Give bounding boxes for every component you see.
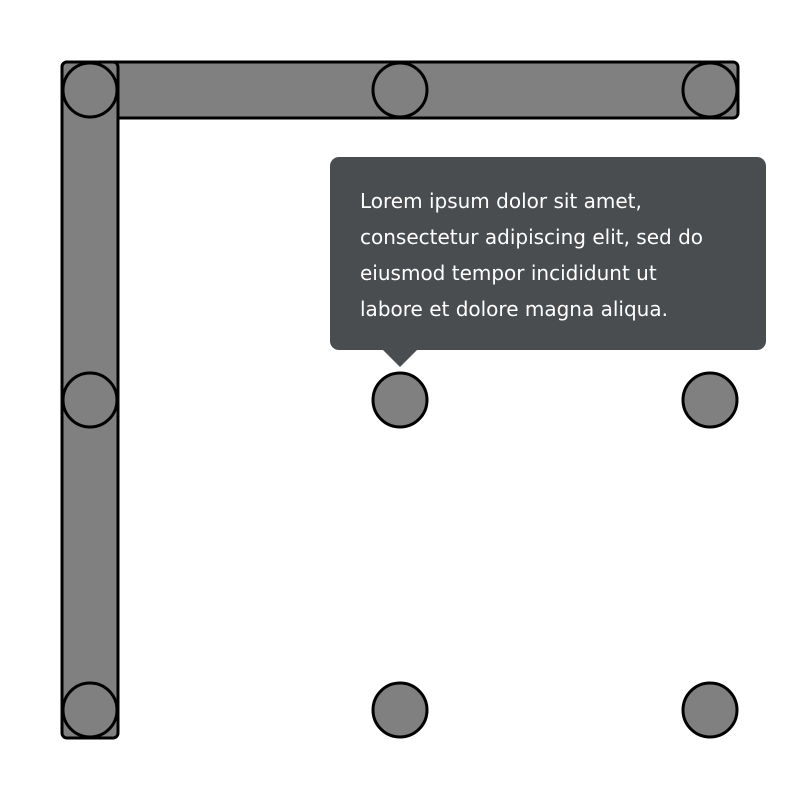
tooltip-arrow [382, 349, 418, 367]
grid-node[interactable] [61, 61, 119, 119]
tooltip-line: labore et dolore magna aliqua. [360, 297, 668, 321]
grid-node[interactable] [371, 681, 429, 739]
grid-node[interactable] [681, 371, 739, 429]
grid-node[interactable] [371, 61, 429, 119]
tooltip-line: Lorem ipsum dolor sit amet, [360, 189, 642, 213]
grid-node[interactable] [681, 61, 739, 119]
tooltip-text: Lorem ipsum dolor sit amet, consectetur … [360, 183, 746, 327]
grid-node[interactable] [371, 371, 429, 429]
grid-node[interactable] [681, 681, 739, 739]
grid-node[interactable] [61, 371, 119, 429]
nodes-layer [61, 61, 739, 739]
tooltip-line: consectetur adipiscing elit, sed do [360, 225, 704, 249]
tooltip: Lorem ipsum dolor sit amet, consectetur … [330, 157, 766, 350]
grid-node[interactable] [61, 681, 119, 739]
tooltip-line: eiusmod tempor incididunt ut [360, 261, 657, 285]
